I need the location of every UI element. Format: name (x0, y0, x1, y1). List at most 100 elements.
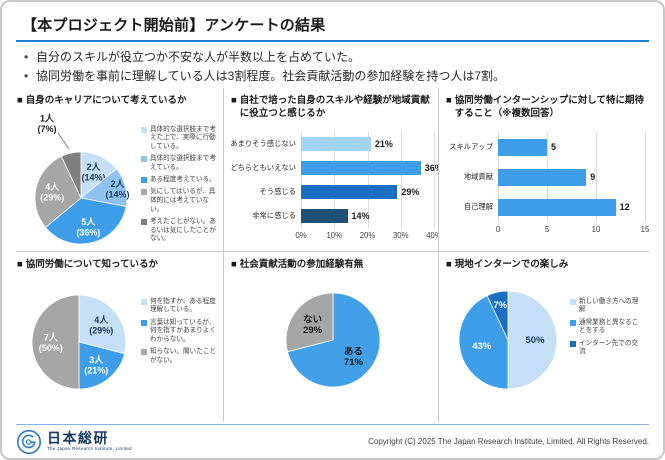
x-axis-tick-label: 0 (495, 225, 501, 235)
bar-category-label: そう感じる (259, 187, 296, 197)
panel-title: 自社で培った自身のスキルや経験が地域貢献に役立つと感じるか (239, 95, 430, 119)
bar-value-label: 14% (351, 211, 370, 222)
legend-swatch (141, 126, 147, 133)
hbar-category-labels: スキルアップ 地域貢献 自己理解 (446, 132, 498, 222)
panel-internship-expectations-bar: ■ 協同労働インターンシップに対して特に期待すること（※複数回答） スキルアップ… (439, 88, 649, 251)
hbar-plot-area: 21% 36% 29% 14% (301, 132, 438, 229)
panel-grid: ■ 自身のキャリアについて考えているか 2人(14%) 2人(14%) 5人(36%… (16, 88, 649, 423)
legend-swatch (141, 156, 147, 163)
logo-text-block: 日本総研 The Japan Research Institute, Limit… (47, 431, 132, 452)
legend-label: 知らない。聞いたことがない。 (150, 348, 216, 364)
x-axis-tick-label: 0% (295, 231, 307, 241)
panel-title: 協同労働インターンシップに対して特に期待すること（※複数回答） (454, 95, 644, 119)
legend-label: インターン先での交流 (579, 339, 639, 356)
panel-title: 社会貢献活動の参加経験有無 (239, 259, 364, 271)
bar-chart-expectations: スキルアップ 地域貢献 自己理解 5 9 12 0 5 10 15 (446, 132, 649, 236)
pie-data-label: 4人(29%) (40, 181, 64, 203)
bar (498, 198, 616, 216)
pie-data-label: 3人(21%) (84, 354, 108, 376)
panel-title: 現地インターンでの楽しみ (454, 259, 569, 271)
jri-logo-icon (16, 429, 42, 454)
pie-slice (486, 290, 509, 340)
pie-data-label: 50% (525, 335, 545, 346)
panel-header: ■ 協同労働インターンシップに対して特に期待すること（※複数回答） (446, 95, 645, 120)
legend-item: 考えたことがない。あるいは気にしたことがない。 (141, 218, 217, 244)
bar (301, 185, 398, 200)
legend-label: 気にしてはいるが、具体的には考えていない。 (150, 188, 216, 213)
x-axis-tick-label: 40% (426, 231, 438, 241)
bullet-text: 協同労働を事前に理解している人は3割程度。社会貢献活動の参加経験を持つ人は7割。 (36, 68, 505, 83)
x-axis-tick-label: 30% (392, 231, 409, 241)
legend-item: 通常業務と異なることをする (570, 319, 643, 336)
pie-svg: ある 71% ない 29% (285, 292, 380, 388)
bar-category-label: 非常に感じる (252, 211, 296, 221)
panel-title: 協同労働について知っているか (25, 259, 158, 271)
header-bullet-icon: ■ (231, 259, 237, 271)
bullet-icon: • (24, 50, 29, 64)
copyright-text: Copyright (C) 2025 The Japan Research In… (368, 437, 649, 446)
header-bullet-icon: ■ (446, 259, 452, 271)
chart-legend: 何を指すか、ある程度理解している。言葉は知っているが、何を指すかあまりよくわから… (141, 298, 219, 369)
bullet-item: • 協同労働を事前に理解している人は3割程度。社会貢献活動の参加経験を持つ人は7… (24, 67, 649, 86)
bar-value-label: 5 (551, 142, 557, 153)
legend-label: 具体的な選択肢まで考えている。 (150, 155, 216, 172)
pie-data-label: 1人(7%) (37, 112, 56, 134)
pie-chart-cooperative-knowledge: 4人(29%) 3人(21%) 7人(50%) 何を指すか、ある程度理解している。 言葉… (17, 274, 219, 402)
pie-data-label: ない 29% (303, 314, 323, 336)
pie-slice (507, 290, 558, 390)
bar (301, 137, 371, 152)
legend-swatch (141, 319, 147, 326)
legend-item: 気にしてはいるが、具体的には考えていない。 (141, 188, 217, 214)
bullet-text: 自分のスキルが役立つか不安な人が半数以上を占めていた。 (36, 50, 361, 64)
bar-row: 14% (301, 204, 434, 228)
panel-skill-usefulness-bar: ■ 自社で培った自身のスキルや経験が地域貢献に役立つと感じるか あまりそう感じな… (224, 88, 439, 252)
x-axis-tick-label: 5 (544, 225, 550, 235)
title-block: 【本プロジェクト開始前】アンケートの結果 (16, 10, 649, 42)
gridline (645, 132, 646, 223)
bar-row: 29% (301, 180, 434, 204)
panel-intern-enjoyment-pie: ■ 現地インターンでの楽しみ 50% 43% 7% 新しい働き方への理解 通常業務と異な… (439, 252, 649, 422)
legend-item: 言葉は知っているが、何を指すかあまりよくわからない。 (141, 319, 217, 345)
pie-svg: 4人(29%) 3人(21%) 7人(50%) (31, 294, 127, 390)
bar-row: 5 (498, 132, 645, 162)
legend-swatch (570, 298, 576, 305)
bar-row: 9 (498, 162, 645, 192)
legend-swatch (141, 189, 147, 196)
pie-data-label: 2人(14%) (82, 161, 106, 183)
legend-label: 通常業務と異なることをする (579, 318, 639, 335)
x-axis-tick-label: 10 (591, 225, 601, 235)
x-axis: 0 5 10 15 (446, 225, 649, 236)
panel-title: 自身のキャリアについて考えているか (25, 95, 187, 107)
bar (498, 138, 547, 156)
panel-row-1: ■ 自身のキャリアについて考えているか 2人(14%) 2人(14%) 5人(36%… (16, 88, 649, 253)
bar-value-label: 29% (401, 187, 420, 198)
hbar-chart: スキルアップ 地域貢献 自己理解 5 9 12 0 5 10 15 (446, 132, 649, 236)
bar (301, 161, 421, 176)
gridline (400, 132, 402, 229)
pie-data-label: 5人(36%) (76, 216, 100, 238)
gridline (596, 132, 597, 223)
x-axis: 0% 10% 20% 30% 40% (231, 231, 438, 242)
bar-value-label: 21% (374, 139, 393, 150)
logo-subtitle: The Japan Research Institute, Limited (47, 446, 132, 452)
legend-item: 何を指すか、ある程度理解している。 (141, 298, 217, 315)
pie-data-label: ある 71% (343, 345, 363, 368)
x-axis-tick-label: 10% (326, 231, 343, 241)
bullet-item: • 自分のスキルが役立つか不安な人が半数以上を占めていた。 (24, 48, 649, 67)
gridline (367, 132, 369, 229)
pie-slice (78, 341, 126, 390)
bar-row: 21% (301, 132, 434, 156)
legend-label: 言葉は知っているが、何を指すかあまりよくわからない。 (150, 318, 216, 344)
bullet-list: • 自分のスキルが役立つか不安な人が半数以上を占めていた。 • 協同労働を事前に… (24, 48, 649, 85)
panel-header: ■ 現地インターンでの楽しみ (446, 259, 645, 272)
gridline (434, 132, 435, 229)
pie-data-label: 7% (493, 300, 507, 311)
leader-line (57, 132, 70, 150)
panel-cooperative-knowledge-pie: ■ 協同労働について知っているか 4人(29%) 3人(21%) 7人(50%) 何を… (16, 252, 224, 423)
legend-swatch (570, 319, 576, 326)
pie-slice (44, 197, 127, 245)
pie-slice (458, 294, 509, 390)
